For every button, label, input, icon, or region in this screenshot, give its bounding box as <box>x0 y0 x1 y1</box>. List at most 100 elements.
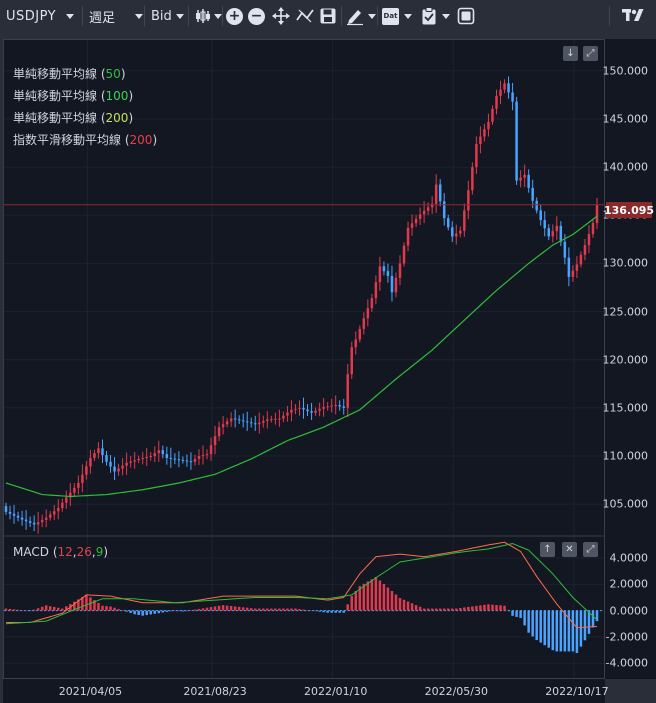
candle-body <box>298 407 301 409</box>
macd-histogram-bar <box>20 610 24 611</box>
candle-body <box>426 207 430 211</box>
candle-body <box>245 421 249 423</box>
save-button[interactable] <box>319 4 337 28</box>
indicator-button[interactable] <box>296 4 314 28</box>
tradingview-logo[interactable] <box>621 6 647 28</box>
last-price-value: 136.095 <box>603 203 655 217</box>
macd-histogram-bar <box>426 608 430 611</box>
candle-body <box>48 514 52 518</box>
candle-body <box>205 454 209 456</box>
candle-body <box>374 282 378 299</box>
candle-body <box>575 264 579 271</box>
macd-histogram-bar <box>543 610 546 646</box>
symbol-selector[interactable]: USDJPY <box>6 4 75 28</box>
macd-histogram-bar <box>173 610 177 612</box>
macd-histogram-bar <box>205 607 209 611</box>
macd-histogram-bar <box>65 606 68 611</box>
macd-histogram-bar <box>57 607 60 611</box>
indicator-icon <box>296 9 314 23</box>
candle-body <box>201 455 205 457</box>
candle-body <box>451 227 454 237</box>
bar-style-icon <box>196 9 210 23</box>
legend-sma-100[interactable]: 単純移動平均線 (100) <box>13 89 134 103</box>
legend-macd[interactable]: MACD (12,26,9) <box>13 545 109 559</box>
candle-body <box>73 487 76 493</box>
candle-body <box>145 456 148 458</box>
price-type-selector[interactable]: Bid <box>151 4 184 28</box>
legend-sma-200[interactable]: 単純移動平均線 (200) <box>13 111 134 125</box>
macd-histogram-bar <box>32 609 36 611</box>
price-tick-label: 150.000 <box>602 64 649 78</box>
macd-tick-label: 2.0000 <box>609 577 649 591</box>
price-axis[interactable] <box>605 39 656 679</box>
macd-histogram-bar <box>410 603 414 611</box>
macd-histogram-bar <box>249 608 253 611</box>
macd-histogram-bar <box>121 610 124 611</box>
scroll-to-latest-button[interactable]: ↓ <box>563 46 578 61</box>
macd-histogram-bar <box>213 606 217 611</box>
candle-body <box>173 458 177 460</box>
macd-histogram-bar <box>141 610 144 616</box>
macd-histogram-bar <box>567 610 571 652</box>
candle-body <box>362 318 366 329</box>
chart-area[interactable] <box>3 39 605 679</box>
zoom-in-button[interactable]: + <box>226 4 243 28</box>
arrow-down-icon: ↓ <box>566 47 575 59</box>
zoom-out-button[interactable]: − <box>248 4 265 28</box>
macd-histogram-bar <box>358 586 362 611</box>
draw-button[interactable] <box>346 4 376 28</box>
macd-histogram-bar <box>575 610 579 654</box>
time-axis[interactable] <box>3 679 605 703</box>
macd-signal-param: 9 <box>95 545 104 559</box>
crosshair-button[interactable] <box>272 4 290 28</box>
clipboard-button[interactable] <box>420 4 450 28</box>
macd-histogram-bar <box>145 610 148 616</box>
candle-body <box>527 174 530 188</box>
macd-histogram-bar <box>262 608 265 611</box>
macd-histogram-bar <box>366 581 370 611</box>
macd-histogram-bar <box>48 606 52 611</box>
candle-body <box>61 502 64 509</box>
legend-sma-50[interactable]: 単純移動平均線 (50) <box>13 67 126 81</box>
move-pane-up-button[interactable]: ↑ <box>540 542 555 557</box>
candle-body <box>57 508 60 512</box>
candle-body <box>225 421 229 425</box>
candle-body <box>455 233 458 237</box>
candle-body <box>571 270 575 277</box>
macd-tick-label: 0.0000 <box>609 604 649 618</box>
clipboard-icon <box>422 7 436 25</box>
candle-body <box>394 277 398 293</box>
symbol-label: USDJPY <box>6 8 57 24</box>
candle-body <box>169 457 173 459</box>
close-pane-button[interactable]: ✕ <box>562 542 577 557</box>
toolbar-divider <box>144 6 145 26</box>
macd-histogram-bar <box>595 610 599 622</box>
macd-histogram-bar <box>201 608 205 611</box>
candle-body <box>310 411 313 413</box>
candle-body <box>89 457 92 467</box>
candle-body <box>422 210 426 215</box>
sma-line <box>5 215 598 498</box>
interval-selector[interactable]: 週足 <box>89 4 144 28</box>
candle-body <box>418 214 422 219</box>
candle-body <box>101 448 104 456</box>
macd-histogram-bar <box>282 608 285 611</box>
macd-histogram-bar <box>583 610 587 641</box>
candle-body <box>430 203 434 208</box>
macd-histogram-bar <box>326 610 329 613</box>
macd-histogram-bar <box>298 609 301 611</box>
candle-body <box>414 218 418 224</box>
bar-style-button[interactable] <box>194 4 222 28</box>
legend-ema-200[interactable]: 指数平滑移動平均線 (200) <box>13 133 158 147</box>
candle-body <box>270 419 273 421</box>
layout-button[interactable] <box>457 4 475 28</box>
candle-body <box>338 404 341 407</box>
maximize-pane-button[interactable]: ⤢ <box>583 46 598 61</box>
maximize-macd-button[interactable]: ⤢ <box>583 542 598 557</box>
legend-param: 100 <box>105 89 129 103</box>
macd-histogram-bar <box>438 608 442 611</box>
date-range-button[interactable]: Dat <box>382 4 412 28</box>
arrow-up-icon: ↑ <box>543 543 552 555</box>
candle-body <box>491 108 494 122</box>
